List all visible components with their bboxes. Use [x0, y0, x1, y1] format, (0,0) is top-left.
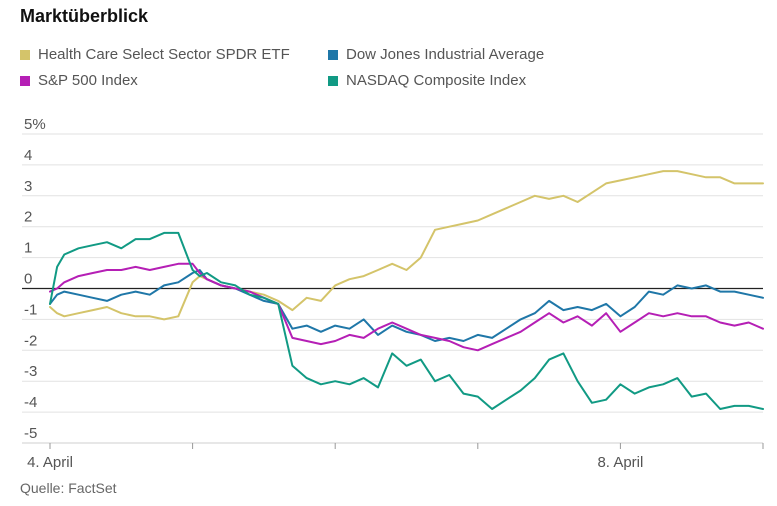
chart-series — [49, 170, 764, 410]
legend-label-nasdaq: NASDAQ Composite Index — [346, 72, 527, 89]
y-tick-label: 2 — [24, 209, 32, 226]
legend-item-dow-jones: Dow Jones Industrial Average — [328, 46, 544, 63]
legend-swatch-sp500 — [20, 75, 30, 86]
y-axis-tick-labels: 5% 4 3 2 1 0 -1 -2 -3 -4 -5 — [24, 116, 46, 442]
legend-item-nasdaq: NASDAQ Composite Index — [328, 72, 526, 89]
source-note: Quelle: FactSet — [20, 480, 117, 496]
chart-grid — [22, 133, 763, 444]
y-tick-label: -4 — [24, 394, 37, 411]
y-tick-label: 3 — [24, 178, 32, 195]
legend-swatch-health-care — [20, 49, 30, 60]
y-tick-label: -1 — [24, 301, 37, 318]
y-tick-label: 4 — [24, 147, 32, 164]
x-tick-label: 4. April — [27, 454, 73, 471]
legend-label-sp500: S&P 500 Index — [38, 72, 138, 89]
chart-legend: Health Care Select Sector SPDR ETF Dow J… — [20, 46, 760, 96]
chart-title: Marktüberblick — [20, 6, 149, 26]
y-tick-label: -2 — [24, 332, 37, 349]
legend-swatch-nasdaq — [328, 75, 338, 86]
y-tick-label: -3 — [24, 363, 37, 380]
x-tick-label: 8. April — [597, 454, 643, 471]
legend-swatch-dow-jones — [328, 49, 338, 60]
series-line-health-care — [49, 170, 764, 321]
series-line-nasdaq — [49, 231, 764, 410]
legend-item-sp500: S&P 500 Index — [20, 72, 138, 89]
series-line-dow-jones — [49, 269, 764, 342]
y-tick-label: 0 — [24, 271, 32, 288]
series-line-sp500 — [49, 262, 764, 352]
legend-item-health-care: Health Care Select Sector SPDR ETF — [20, 46, 290, 63]
y-tick-label: -5 — [24, 425, 37, 442]
y-tick-label: 1 — [24, 240, 32, 257]
legend-label-dow-jones: Dow Jones Industrial Average — [346, 46, 545, 63]
x-axis-ticks: 4. April 8. April — [22, 442, 764, 471]
legend-label-health-care: Health Care Select Sector SPDR ETF — [38, 46, 290, 63]
y-tick-label: 5% — [24, 116, 46, 133]
